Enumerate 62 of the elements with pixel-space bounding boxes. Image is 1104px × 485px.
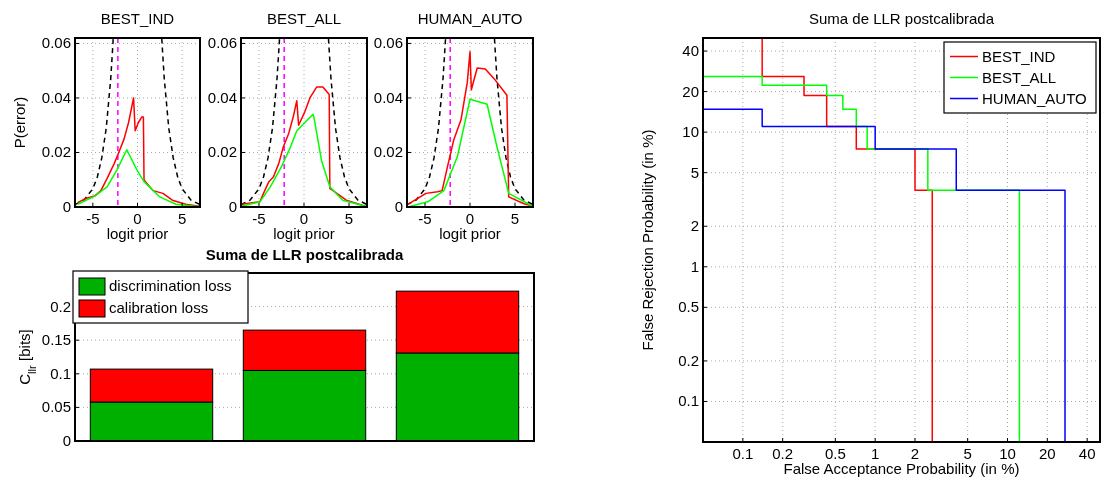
x-tick-label: 5 xyxy=(177,210,187,227)
y-tick-label: 0.06 xyxy=(41,34,71,52)
x-tick-label: 0.2 xyxy=(772,445,794,462)
x-tick-label: 0 xyxy=(133,210,142,227)
x-tick-label: 0 xyxy=(465,210,475,227)
y-tick-label: 0.04 xyxy=(373,88,403,106)
legend-label: HUMAN_AUTO xyxy=(982,89,1087,107)
x-tick-label: 40 xyxy=(1078,445,1096,462)
line-series xyxy=(241,86,367,207)
line-series xyxy=(241,113,367,207)
y-tick-label: 0.06 xyxy=(373,34,403,52)
legend-label: calibration loss xyxy=(109,299,209,316)
x-tick-label: -5 xyxy=(252,210,266,227)
y-tick-label: 0.2 xyxy=(678,351,699,369)
y-tick-label: 0.1 xyxy=(50,364,71,382)
y-tick-label: 0 xyxy=(228,198,237,215)
y-tick-label: 0.05 xyxy=(41,398,71,416)
x-tick-label: 20 xyxy=(1039,445,1056,462)
y-tick-label: 10 xyxy=(682,123,699,141)
y-tick-label: 0.5 xyxy=(678,298,699,316)
x-axis-title: False Acceptance Probability (in %) xyxy=(783,460,1020,477)
y-axis-title: P(error) xyxy=(11,96,28,149)
y-tick-label: 5 xyxy=(690,163,699,181)
y-tick-label: 20 xyxy=(682,82,699,100)
x-tick-label: 5 xyxy=(510,210,520,227)
y-tick-label: 0.06 xyxy=(207,34,237,52)
y-tick-label: 0.04 xyxy=(207,88,237,106)
x-axis-title: logit prior xyxy=(273,225,335,242)
y-tick-label: 0 xyxy=(62,432,71,449)
x-tick-label: 0.1 xyxy=(732,445,754,462)
chart-title: BEST_IND xyxy=(100,10,175,27)
chart-title: HUMAN_AUTO xyxy=(417,10,523,27)
y-tick-label: 0.1 xyxy=(678,392,699,410)
legend-label: discrimination loss xyxy=(109,277,232,294)
y-tick-label: 1 xyxy=(690,257,699,275)
chart-title: Suma de LLR postcalibrada xyxy=(808,10,995,27)
y-axis-title: False Rejection Probability (in %) xyxy=(639,129,656,351)
x-axis-title: logit prior xyxy=(439,225,501,242)
chart-title: BEST_ALL xyxy=(266,10,342,27)
x-tick-label: 10 xyxy=(999,445,1016,462)
y-tick-label: 0 xyxy=(394,198,403,215)
x-axis-title: logit prior xyxy=(106,225,169,242)
y-tick-label: 0.02 xyxy=(41,143,71,161)
y-tick-label: 40 xyxy=(682,42,699,60)
legend-label: BEST_ALL xyxy=(982,68,1057,86)
line-series xyxy=(76,97,200,207)
x-tick-label: 5 xyxy=(963,445,972,462)
x-tick-label: 0.5 xyxy=(824,445,846,462)
legend-label: BEST_IND xyxy=(982,47,1056,65)
x-tick-label: 1 xyxy=(871,445,880,462)
y-tick-label: 0 xyxy=(62,198,71,215)
x-tick-label: -5 xyxy=(418,210,432,227)
y-tick-label: 0.2 xyxy=(50,297,71,315)
chart-title: Suma de LLR postcalibrada xyxy=(205,246,404,263)
x-tick-label: -5 xyxy=(86,210,100,227)
y-tick-label: 0.15 xyxy=(41,331,71,349)
y-tick-label: 0.02 xyxy=(207,143,237,161)
y-tick-label: 0.02 xyxy=(373,143,403,161)
y-tick-label: 0.04 xyxy=(41,88,71,106)
x-tick-label: 5 xyxy=(344,210,354,227)
x-tick-label: 2 xyxy=(910,445,920,462)
x-tick-label: 0 xyxy=(299,210,309,227)
